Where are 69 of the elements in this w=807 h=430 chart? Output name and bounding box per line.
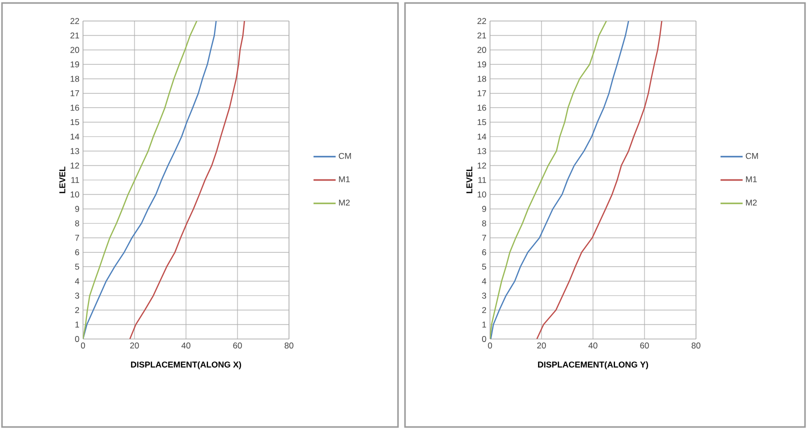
x-tick-label: 20 — [130, 342, 139, 349]
y-tick-label: 17 — [478, 90, 486, 96]
y-tick-label: 18 — [70, 76, 80, 82]
y-tick-label: 5 — [482, 264, 486, 270]
y-axis-title: LEVEL — [466, 166, 472, 194]
y-tick-label: 2 — [482, 307, 486, 314]
y-tick-label: 14 — [478, 134, 486, 140]
y-tick-label: 13 — [70, 148, 80, 154]
y-tick-label: 12 — [478, 162, 486, 168]
legend-label: M1 — [746, 176, 757, 182]
x-tick-label: 0 — [488, 342, 492, 349]
y-tick-label: 7 — [482, 234, 486, 241]
x-tick-label: 80 — [284, 342, 294, 349]
x-tick-label: 80 — [692, 342, 700, 349]
legend-label: M2 — [746, 200, 757, 206]
y-tick-label: 15 — [70, 119, 80, 126]
y-tick-label: 0 — [482, 336, 486, 342]
legend-label: CM — [338, 152, 351, 159]
legend-label: M1 — [339, 176, 350, 182]
y-tick-label: 19 — [478, 61, 486, 68]
y-tick-label: 11 — [478, 177, 486, 183]
y-tick-label: 16 — [478, 104, 486, 111]
x-tick-label: 40 — [181, 342, 190, 349]
y-tick-label: 5 — [75, 264, 80, 270]
y-tick-label: 16 — [70, 104, 80, 111]
x-tick-label: 0 — [80, 342, 86, 349]
legend-label: M2 — [339, 200, 350, 206]
y-tick-label: 22 — [477, 18, 486, 24]
y-tick-label: 7 — [75, 234, 80, 241]
y-tick-label: 4 — [482, 278, 486, 284]
y-tick-label: 2 — [75, 307, 80, 314]
y-tick-label: 9 — [75, 206, 80, 212]
y-tick-label: 14 — [70, 134, 80, 140]
y-tick-label: 9 — [482, 206, 486, 212]
y-tick-label: 13 — [478, 148, 486, 154]
y-tick-label: 8 — [482, 220, 486, 226]
line-series — [129, 20, 246, 339]
y-tick-label: 10 — [70, 191, 80, 198]
y-tick-label: 4 — [74, 278, 80, 284]
y-tick-label: 17 — [70, 90, 80, 96]
legend-label: CM — [746, 152, 758, 159]
y-tick-label: 11 — [71, 177, 80, 183]
y-tick-label: 21 — [477, 32, 486, 38]
x-tick-label: 40 — [588, 342, 598, 349]
y-tick-label: 22 — [70, 18, 80, 24]
y-tick-label: 6 — [482, 249, 486, 256]
x-tick-label: 60 — [640, 342, 649, 349]
y-tick-label: 6 — [75, 249, 80, 256]
y-tick-label: 19 — [70, 61, 80, 68]
y-tick-label: 18 — [478, 76, 486, 82]
y-tick-label: 10 — [478, 191, 486, 198]
y-tick-label: 15 — [478, 119, 486, 126]
y-tick-label: 20 — [70, 46, 80, 53]
line-series — [536, 20, 662, 339]
y-tick-label: 21 — [70, 32, 80, 38]
y-tick-label: 3 — [482, 292, 486, 299]
x-tick-label: 20 — [537, 342, 546, 349]
x-tick-label: 60 — [233, 342, 242, 349]
y-tick-label: 20 — [477, 46, 486, 53]
y-tick-label: 1 — [482, 322, 486, 328]
y-tick-label: 1 — [75, 322, 80, 328]
y-tick-label: 8 — [75, 220, 80, 226]
y-axis-title: LEVEL — [59, 166, 66, 194]
x-axis-title: DISPLACEMENT(ALONG Y) — [538, 361, 648, 370]
line-series — [490, 20, 630, 339]
x-axis-title: DISPLACEMENT(ALONG X) — [131, 361, 242, 370]
y-tick-label: 12 — [70, 162, 80, 168]
y-tick-label: 0 — [75, 336, 80, 342]
y-tick-label: 3 — [75, 292, 80, 299]
